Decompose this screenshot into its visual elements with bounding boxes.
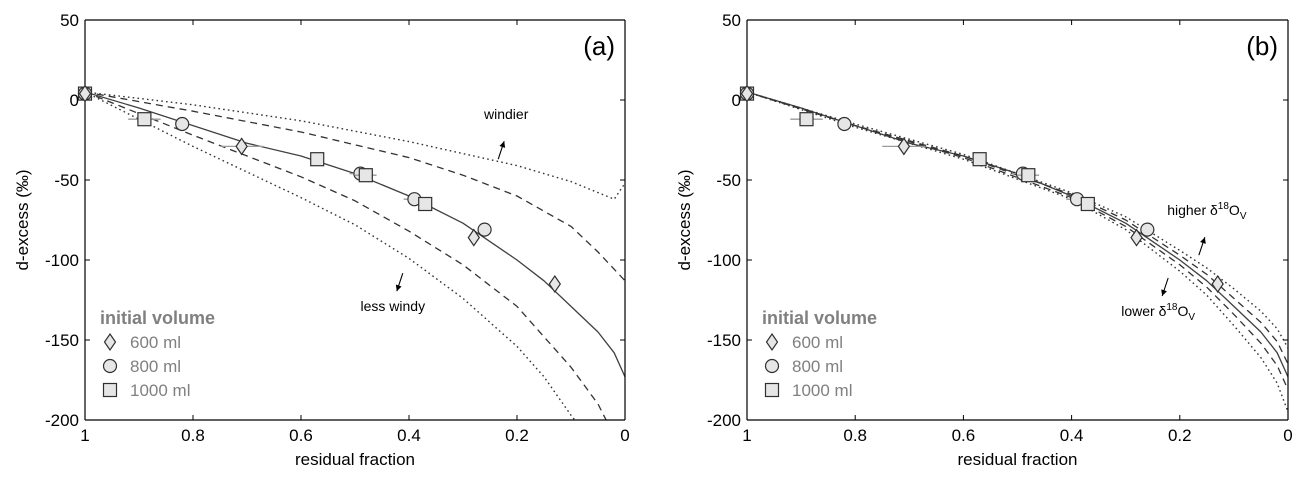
- series-line-dashed-2: [747, 91, 1288, 390]
- legend-title: initial volume: [100, 308, 215, 328]
- data-point-square: [418, 196, 433, 212]
- data-point-diamond: [1211, 274, 1224, 294]
- arrow-up-icon-head: [1200, 237, 1206, 244]
- data-point-circle: [175, 116, 190, 132]
- annotation-text: O: [1229, 202, 1240, 218]
- x-axis-label: residual fraction: [957, 450, 1077, 469]
- data-points: [77, 84, 562, 294]
- data-points: [739, 84, 1224, 294]
- series-line-dashed-1: [85, 91, 625, 282]
- x-tick-label: 1: [80, 426, 89, 445]
- panel-label: (b): [1246, 31, 1278, 61]
- legend-entry-label: 600 ml: [792, 333, 843, 352]
- legend-marker-diamond: [103, 332, 117, 352]
- legend-marker-diamond: [765, 332, 779, 352]
- annotation-text: higher δ: [1167, 202, 1218, 218]
- legend-marker-circle: [764, 358, 780, 374]
- y-tick-label: 0: [732, 91, 741, 110]
- y-tick-label: -100: [45, 251, 79, 270]
- data-point-diamond: [235, 137, 248, 156]
- y-tick-label: 0: [70, 91, 79, 110]
- y-tick-label: -50: [716, 171, 741, 190]
- annotation-label: less windy: [361, 298, 426, 314]
- data-point-square: [358, 168, 373, 183]
- data-point-circle: [477, 222, 492, 237]
- legend-entry-label: 1000 ml: [792, 381, 852, 400]
- series-group: [85, 91, 625, 420]
- x-tick-label: 0.6: [289, 426, 313, 445]
- legend-entry-label: 1000 ml: [130, 381, 190, 400]
- series-line-dotted-4: [747, 91, 1288, 413]
- series-group: [747, 91, 1288, 413]
- data-point-square: [1080, 196, 1095, 212]
- data-point-square: [972, 152, 987, 167]
- chart-panel-b: 1 0.8 0.6 0.4 0.2 0 50 0 -50 -100 -150 -200 residual…: [675, 11, 1293, 469]
- legend-entry-label: 800 ml: [792, 357, 843, 376]
- x-axis-label: residual fraction: [295, 450, 415, 469]
- panel-label: (a): [583, 31, 615, 61]
- series-line-dashed-1: [747, 91, 1288, 365]
- y-tick-label: -200: [45, 411, 79, 430]
- arrow-up-icon-head: [499, 141, 506, 148]
- legend-entry-label: 800 ml: [130, 357, 181, 376]
- annotation-label: higher δ18OV: [1167, 201, 1247, 222]
- chart-panel-a: 1 0.8 0.6 0.4 0.2 0 50 0 -50 -100 -150 -200 residual…: [13, 11, 630, 469]
- y-tick-label: 50: [60, 11, 79, 30]
- y-tick-label: -150: [45, 331, 79, 350]
- legend-title: initial volume: [762, 308, 877, 328]
- legend-entry-label: 600 ml: [130, 333, 181, 352]
- legend-marker-square: [102, 382, 118, 398]
- x-tick-label: 0: [620, 426, 629, 445]
- legend: initial volume 600 ml 800 ml 1000 ml: [100, 308, 215, 400]
- x-tick-label: 0.4: [1060, 426, 1084, 445]
- x-tick-label: 0: [1283, 426, 1292, 445]
- series-line-dotted-3: [747, 91, 1288, 349]
- annotation-text: lower δ: [1121, 303, 1166, 319]
- data-point-square: [310, 152, 325, 167]
- x-tick-label: 0.8: [181, 426, 205, 445]
- annotation-text: O: [1178, 303, 1189, 319]
- legend-marker-circle: [102, 358, 118, 374]
- arrow-down-icon-head: [1161, 289, 1167, 296]
- series-line-dotted-3: [85, 91, 625, 200]
- x-tick-label: 1: [742, 426, 751, 445]
- y-axis-label: d-excess (‰): [13, 169, 32, 270]
- annotation-subscript: V: [1240, 211, 1247, 222]
- data-point-diamond: [1130, 228, 1143, 247]
- series-line-solid-0: [85, 91, 625, 378]
- annotation-superscript: 18: [1166, 302, 1178, 313]
- y-tick-label: -150: [707, 331, 741, 350]
- x-tick-label: 0.8: [843, 426, 867, 445]
- x-tick-label: 0.2: [505, 426, 529, 445]
- y-tick-label: -50: [54, 171, 79, 190]
- annotation-subscript: V: [1188, 312, 1195, 323]
- arrow-down-icon-head: [395, 284, 402, 292]
- legend: initial volume 600 ml 800 ml 1000 ml: [762, 308, 877, 400]
- data-point-diamond: [548, 274, 562, 294]
- data-point-diamond: [78, 84, 92, 103]
- series-line-dashed-2: [85, 91, 607, 420]
- x-tick-label: 0.2: [1168, 426, 1192, 445]
- data-point-square: [1021, 168, 1036, 183]
- data-point-square: [137, 112, 152, 127]
- x-tick-label: 0.6: [952, 426, 976, 445]
- data-point-circle: [837, 116, 852, 132]
- data-point-diamond: [897, 137, 911, 156]
- annotation-superscript: 18: [1218, 201, 1230, 212]
- legend-marker-square: [764, 382, 780, 398]
- y-axis-label: d-excess (‰): [675, 169, 694, 270]
- data-point-square: [799, 112, 814, 127]
- annotation-label: windier: [483, 106, 529, 122]
- x-tick-label: 0.4: [397, 426, 421, 445]
- data-point-diamond: [740, 84, 754, 103]
- annotation-label: lower δ18OV: [1121, 302, 1195, 323]
- y-tick-label: -100: [707, 251, 741, 270]
- data-point-diamond: [467, 228, 481, 247]
- data-point-circle: [1140, 222, 1155, 237]
- y-tick-label: -200: [707, 411, 741, 430]
- y-tick-label: 50: [722, 11, 741, 30]
